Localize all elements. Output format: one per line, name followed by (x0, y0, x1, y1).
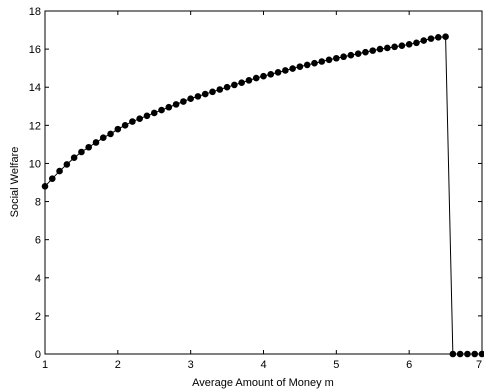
data-point (471, 350, 479, 358)
y-axis-label: Social Welfare (9, 147, 21, 218)
data-point (136, 115, 143, 122)
x-tick-label: 6 (406, 359, 412, 371)
x-tick-label: 7 (476, 359, 482, 371)
data-point (216, 86, 224, 93)
data-point (165, 103, 173, 111)
data-point (274, 69, 282, 76)
data-point (41, 183, 49, 190)
data-point (194, 93, 202, 100)
data-point (282, 67, 289, 74)
data-point (303, 61, 311, 69)
data-point (384, 44, 391, 52)
data-point (223, 83, 231, 91)
data-point (252, 74, 260, 82)
data-point (391, 43, 398, 51)
data-point (92, 139, 100, 146)
y-tick-label: 4 (35, 273, 41, 285)
y-tick-label: 14 (29, 82, 41, 94)
data-point (150, 109, 158, 117)
data-point (347, 51, 355, 59)
data-point (187, 95, 194, 102)
x-axis-ticks: 1 2 3 4 5 6 7 (42, 11, 483, 371)
data-point (296, 63, 304, 70)
y-tick-label: 6 (35, 235, 41, 247)
x-tick-label: 5 (333, 359, 339, 371)
data-point (245, 77, 253, 84)
y-tick-label: 16 (29, 44, 41, 56)
data-point (85, 143, 92, 151)
data-point (398, 42, 406, 49)
data-point (318, 58, 326, 65)
data-point (464, 350, 471, 358)
y-axis-ticks: 0 2 4 6 8 10 12 14 16 18 (29, 6, 482, 361)
series-layer (41, 33, 484, 358)
data-point (114, 125, 122, 133)
x-tick-label: 3 (188, 359, 194, 371)
data-point (78, 148, 85, 156)
data-point (158, 106, 165, 114)
data-point (376, 45, 384, 53)
data-point (56, 167, 63, 175)
data-point (48, 175, 56, 182)
data-point (333, 54, 340, 62)
y-tick-label: 10 (29, 158, 41, 170)
plot-frame (44, 10, 483, 355)
y-tick-label: 12 (29, 120, 41, 132)
data-point (325, 56, 333, 64)
x-tick-label: 1 (42, 359, 48, 371)
data-point (420, 37, 428, 44)
data-point (180, 98, 187, 105)
data-point (340, 53, 347, 61)
data-point (121, 122, 129, 129)
data-point (478, 350, 484, 358)
data-point (354, 50, 362, 57)
data-point (405, 41, 413, 48)
data-point (129, 118, 136, 125)
data-point (267, 70, 275, 78)
data-point (427, 35, 435, 42)
data-point (442, 33, 449, 41)
data-point (99, 134, 107, 142)
y-tick-label: 0 (35, 349, 41, 361)
data-point (289, 65, 296, 72)
data-point (369, 47, 377, 54)
y-tick-label: 2 (35, 311, 41, 323)
series-line (44, 36, 482, 355)
x-tick-label: 2 (115, 359, 121, 371)
data-point (201, 90, 209, 98)
x-tick-label: 4 (260, 359, 266, 371)
data-point (143, 112, 151, 120)
y-tick-label: 18 (29, 6, 41, 18)
x-axis-label: Average Amount of Money m (192, 377, 334, 389)
data-point (70, 154, 78, 162)
data-point (107, 130, 114, 138)
data-point (362, 48, 369, 56)
data-point (238, 79, 245, 86)
y-tick-label: 8 (35, 197, 41, 209)
data-point (172, 101, 180, 108)
data-point (209, 88, 216, 96)
data-point (413, 39, 420, 47)
data-point (63, 161, 71, 168)
data-point (435, 33, 442, 41)
data-point (449, 350, 457, 358)
data-point (231, 81, 238, 89)
data-point (311, 59, 318, 67)
data-point (260, 72, 267, 80)
data-point (456, 350, 464, 358)
